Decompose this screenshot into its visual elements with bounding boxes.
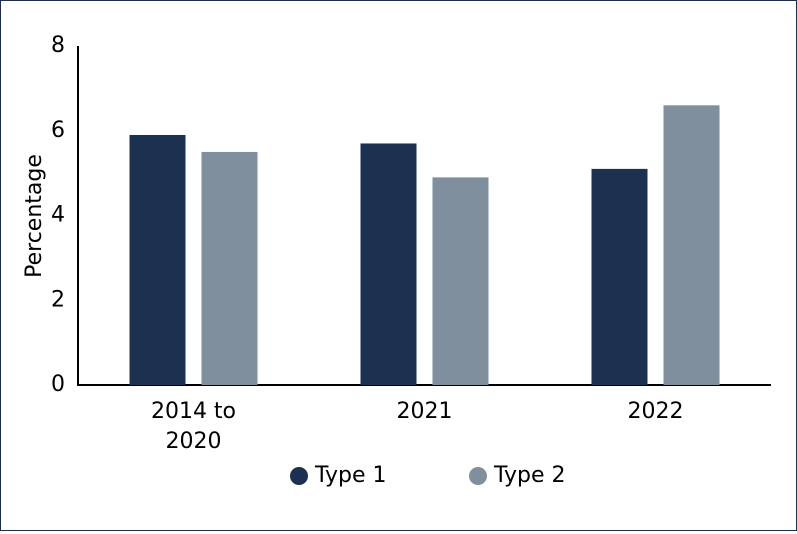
plot-area xyxy=(77,46,771,386)
y-tick-label: 2 xyxy=(51,287,65,312)
y-tick-label: 6 xyxy=(51,118,65,143)
x-axis-categories: 2014 to 2020 2021 2022 xyxy=(151,399,684,454)
bar-type-1 xyxy=(591,168,648,385)
bar-type-2 xyxy=(432,177,489,385)
x-category-label: 2021 xyxy=(397,399,453,424)
legend-marker-type-1 xyxy=(290,467,308,485)
y-tick-label: 0 xyxy=(51,372,65,397)
bar-type-1 xyxy=(360,143,417,385)
legend-marker-type-2 xyxy=(469,467,487,485)
legend: Type 1 Type 2 xyxy=(290,463,566,488)
y-tick-label: 4 xyxy=(51,203,65,228)
y-tick-label: 8 xyxy=(51,33,65,58)
legend-label: Type 1 xyxy=(314,463,387,488)
x-category-label: 2020 xyxy=(166,429,222,454)
bar-type-2 xyxy=(663,105,720,385)
bar-type-1 xyxy=(129,134,186,385)
x-category-label: 2022 xyxy=(628,399,684,424)
y-axis-title: Percentage xyxy=(22,154,47,278)
x-category-label: 2014 to xyxy=(151,399,236,424)
bar-type-2 xyxy=(201,151,258,385)
y-axis-ticks: 0 2 4 6 8 xyxy=(51,33,65,397)
legend-label: Type 2 xyxy=(493,463,566,488)
